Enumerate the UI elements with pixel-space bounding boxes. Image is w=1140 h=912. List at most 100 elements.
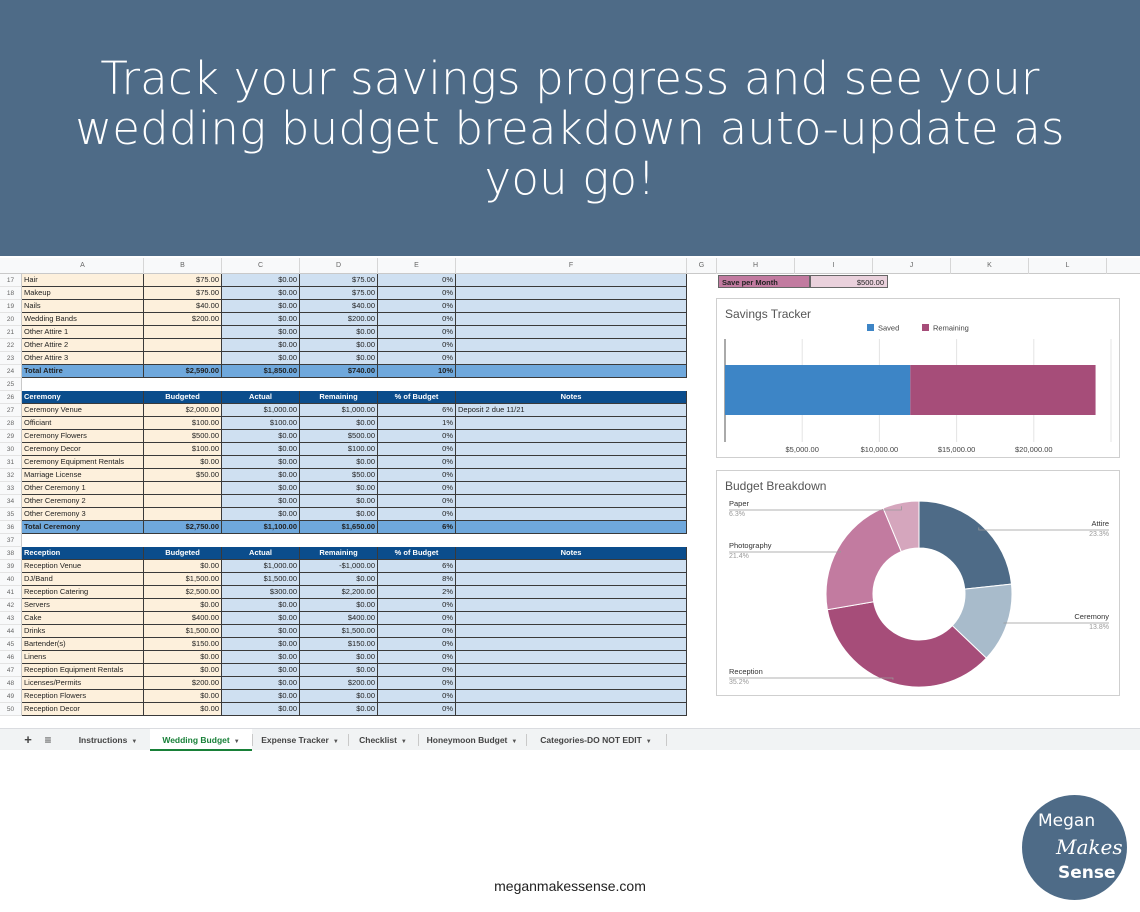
table-cell[interactable]: $0.00: [222, 482, 300, 495]
table-cell[interactable]: [456, 690, 687, 703]
table-cell[interactable]: $0.00: [144, 456, 222, 469]
table-cell[interactable]: Cake: [22, 612, 144, 625]
row-number[interactable]: 28: [0, 417, 22, 430]
table-cell[interactable]: [144, 352, 222, 365]
table-cell[interactable]: $0.00: [300, 599, 378, 612]
table-cell[interactable]: [456, 703, 687, 716]
table-cell[interactable]: [456, 534, 687, 547]
table-cell[interactable]: [456, 326, 687, 339]
table-cell[interactable]: Wedding Bands: [22, 313, 144, 326]
row-number[interactable]: 24: [0, 365, 22, 378]
table-cell[interactable]: Reception Venue: [22, 560, 144, 573]
table-cell[interactable]: $0.00: [300, 339, 378, 352]
table-cell[interactable]: $0.00: [300, 651, 378, 664]
table-cell[interactable]: $75.00: [144, 274, 222, 287]
table-cell[interactable]: 0%: [378, 664, 456, 677]
table-cell[interactable]: $0.00: [300, 352, 378, 365]
sheet-tab[interactable]: Wedding Budget ▼: [150, 729, 252, 751]
table-cell[interactable]: [456, 638, 687, 651]
sheet-tab[interactable]: Expense Tracker ▼: [252, 729, 348, 751]
table-cell[interactable]: Actual: [222, 547, 300, 560]
table-cell[interactable]: 0%: [378, 274, 456, 287]
table-cell[interactable]: $0.00: [222, 300, 300, 313]
table-cell[interactable]: [456, 313, 687, 326]
table-cell[interactable]: Reception Equipment Rentals: [22, 664, 144, 677]
table-cell[interactable]: $0.00: [144, 560, 222, 573]
table-cell[interactable]: 0%: [378, 638, 456, 651]
table-cell[interactable]: Other Ceremony 1: [22, 482, 144, 495]
row-number[interactable]: 30: [0, 443, 22, 456]
table-cell[interactable]: Servers: [22, 599, 144, 612]
table-cell[interactable]: [456, 352, 687, 365]
table-cell[interactable]: Ceremony Flowers: [22, 430, 144, 443]
table-cell[interactable]: $0.00: [300, 703, 378, 716]
row-number[interactable]: 44: [0, 625, 22, 638]
table-cell[interactable]: $0.00: [300, 690, 378, 703]
save-per-month-value[interactable]: $500.00: [810, 275, 888, 288]
table-cell[interactable]: $0.00: [300, 508, 378, 521]
add-sheet-icon[interactable]: +: [24, 732, 32, 747]
column-header[interactable]: H: [717, 258, 795, 274]
column-header[interactable]: J: [873, 258, 951, 274]
table-cell[interactable]: $0.00: [144, 690, 222, 703]
table-cell[interactable]: $50.00: [144, 469, 222, 482]
table-cell[interactable]: 0%: [378, 326, 456, 339]
table-cell[interactable]: $150.00: [300, 638, 378, 651]
table-cell[interactable]: $500.00: [144, 430, 222, 443]
table-cell[interactable]: $1,500.00: [144, 573, 222, 586]
table-cell[interactable]: [144, 508, 222, 521]
column-header[interactable]: I: [795, 258, 873, 274]
table-cell[interactable]: [456, 300, 687, 313]
row-number[interactable]: 27: [0, 404, 22, 417]
table-cell[interactable]: $1,000.00: [222, 560, 300, 573]
table-cell[interactable]: $1,000.00: [300, 404, 378, 417]
table-cell[interactable]: [456, 339, 687, 352]
table-cell[interactable]: $0.00: [222, 313, 300, 326]
table-cell[interactable]: 0%: [378, 300, 456, 313]
table-cell[interactable]: [144, 534, 222, 547]
table-cell[interactable]: [456, 625, 687, 638]
row-number[interactable]: 23: [0, 352, 22, 365]
table-cell[interactable]: $400.00: [144, 612, 222, 625]
row-number[interactable]: 43: [0, 612, 22, 625]
table-cell[interactable]: $75.00: [144, 287, 222, 300]
table-cell[interactable]: [456, 417, 687, 430]
row-number[interactable]: 47: [0, 664, 22, 677]
table-cell[interactable]: -$1,000.00: [300, 560, 378, 573]
table-cell[interactable]: $0.00: [300, 417, 378, 430]
table-cell[interactable]: Other Attire 1: [22, 326, 144, 339]
table-cell[interactable]: Ceremony Equipment Rentals: [22, 456, 144, 469]
table-cell[interactable]: $0.00: [300, 573, 378, 586]
table-cell[interactable]: 6%: [378, 560, 456, 573]
table-cell[interactable]: $0.00: [222, 339, 300, 352]
column-header[interactable]: K: [951, 258, 1029, 274]
table-cell[interactable]: Officiant: [22, 417, 144, 430]
table-cell[interactable]: $0.00: [222, 599, 300, 612]
table-cell[interactable]: $200.00: [300, 313, 378, 326]
table-cell[interactable]: $0.00: [300, 482, 378, 495]
table-cell[interactable]: Reception: [22, 547, 144, 560]
table-cell[interactable]: $0.00: [222, 690, 300, 703]
table-cell[interactable]: [456, 508, 687, 521]
table-cell[interactable]: $200.00: [144, 313, 222, 326]
row-number[interactable]: 26: [0, 391, 22, 404]
table-cell[interactable]: $0.00: [144, 651, 222, 664]
sheet-tab[interactable]: Categories-DO NOT EDIT ▼: [526, 729, 666, 751]
table-cell[interactable]: $1,100.00: [222, 521, 300, 534]
row-number[interactable]: 42: [0, 599, 22, 612]
table-cell[interactable]: $100.00: [300, 443, 378, 456]
table-cell[interactable]: [456, 612, 687, 625]
table-cell[interactable]: Bartender(s): [22, 638, 144, 651]
table-cell[interactable]: Total Attire: [22, 365, 144, 378]
table-cell[interactable]: 0%: [378, 508, 456, 521]
table-cell[interactable]: Licenses/Permits: [22, 677, 144, 690]
table-cell[interactable]: % of Budget: [378, 391, 456, 404]
table-cell[interactable]: % of Budget: [378, 547, 456, 560]
row-number[interactable]: 38: [0, 547, 22, 560]
table-cell[interactable]: $0.00: [222, 664, 300, 677]
table-cell[interactable]: [456, 482, 687, 495]
table-cell[interactable]: $0.00: [300, 495, 378, 508]
table-cell[interactable]: $0.00: [222, 469, 300, 482]
table-cell[interactable]: $40.00: [144, 300, 222, 313]
row-number[interactable]: 32: [0, 469, 22, 482]
